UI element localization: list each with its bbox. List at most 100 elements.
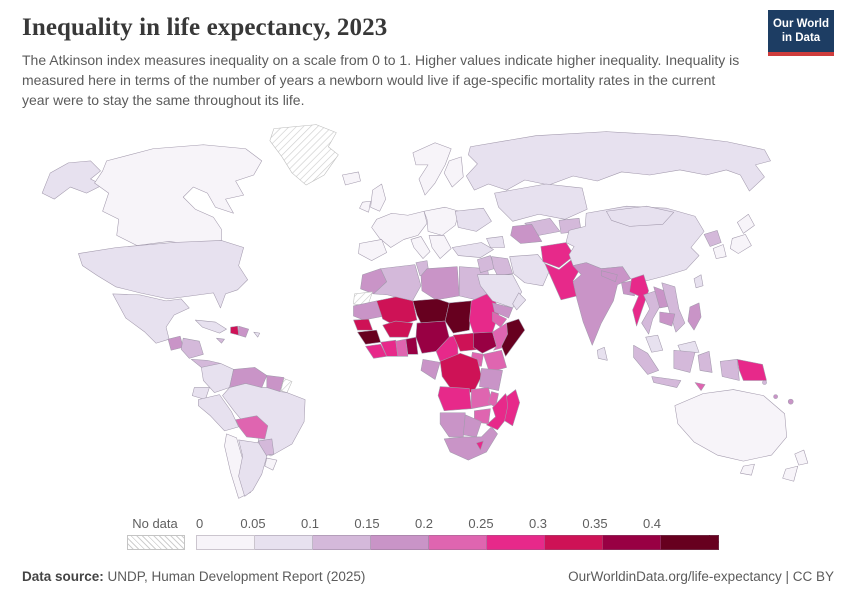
country-brazil[interactable] — [222, 383, 306, 457]
country-alaska[interactable] — [41, 160, 103, 200]
country-iran[interactable] — [509, 254, 551, 287]
country-sri-lanka[interactable] — [597, 346, 608, 361]
country-italy[interactable] — [410, 236, 431, 259]
legend-segment[interactable] — [545, 535, 603, 550]
country-burkina-faso[interactable] — [382, 320, 414, 338]
country-togo-benin[interactable] — [405, 336, 419, 355]
country-south-africa[interactable] — [443, 426, 498, 461]
country-caucasus[interactable] — [486, 236, 505, 248]
country-usa[interactable] — [78, 240, 248, 309]
country-scandinavia[interactable] — [412, 142, 452, 196]
country-sumatra[interactable] — [633, 344, 660, 375]
owid-logo[interactable]: Our World in Data — [768, 10, 834, 56]
country-mexico[interactable] — [112, 293, 190, 344]
country-greenland[interactable] — [269, 124, 339, 186]
country-mozambique[interactable] — [486, 393, 513, 431]
country-chad[interactable] — [444, 300, 472, 334]
country-argentina[interactable] — [238, 439, 268, 497]
country-vanuatu[interactable] — [773, 394, 778, 399]
country-uk[interactable] — [370, 183, 386, 212]
legend-segment[interactable] — [487, 535, 545, 550]
country-zimbabwe[interactable] — [474, 408, 491, 425]
country-cuba[interactable] — [195, 319, 227, 334]
country-lesotho[interactable] — [476, 440, 484, 451]
country-finland[interactable] — [443, 156, 464, 188]
country-iraq[interactable] — [491, 256, 513, 276]
country-australia[interactable] — [674, 389, 787, 462]
country-solomon-islands[interactable] — [762, 380, 767, 385]
country-ireland[interactable] — [359, 200, 371, 213]
country-afghanistan[interactable] — [540, 242, 575, 268]
country-sulawesi[interactable] — [697, 351, 713, 373]
country-java[interactable] — [651, 376, 682, 388]
country-haiti[interactable] — [230, 325, 239, 336]
country-madagascar[interactable] — [504, 389, 520, 427]
country-puerto-rico[interactable] — [253, 331, 261, 338]
footer-link[interactable]: OurWorldinData.org/life-expectancy | CC … — [568, 569, 834, 584]
country-bolivia[interactable] — [235, 415, 269, 440]
country-vietnam[interactable] — [661, 282, 686, 333]
legend-segment[interactable] — [313, 535, 371, 550]
country-dominican-republic[interactable] — [238, 325, 249, 338]
country-turkmenistan[interactable] — [510, 224, 543, 244]
country-senegal[interactable] — [353, 318, 373, 331]
legend-segment[interactable] — [603, 535, 661, 550]
country-turkey[interactable] — [451, 242, 494, 258]
country-zambia[interactable] — [471, 387, 493, 409]
country-kalimantan[interactable] — [673, 349, 696, 373]
country-libya[interactable] — [420, 266, 460, 301]
country-north-korea[interactable] — [703, 230, 722, 247]
country-balkans[interactable] — [428, 235, 452, 259]
country-india[interactable] — [572, 262, 631, 346]
country-japan-north[interactable] — [737, 213, 755, 234]
country-central-europe[interactable] — [423, 206, 460, 236]
country-tasmania[interactable] — [740, 463, 755, 476]
country-angola[interactable] — [437, 386, 472, 411]
country-philippines[interactable] — [687, 302, 702, 331]
country-russia[interactable] — [466, 131, 771, 192]
country-canada[interactable] — [94, 144, 263, 246]
country-south-sudan[interactable] — [473, 331, 497, 354]
country-drc[interactable] — [439, 353, 482, 393]
country-oman[interactable] — [512, 292, 527, 311]
country-ghana[interactable] — [395, 338, 409, 357]
country-kazakhstan[interactable] — [494, 183, 588, 222]
legend-segment[interactable] — [429, 535, 487, 550]
country-namibia[interactable] — [439, 412, 466, 438]
country-nepal[interactable] — [601, 270, 618, 283]
country-guatemala[interactable] — [167, 335, 184, 351]
country-ukraine[interactable] — [454, 207, 492, 232]
country-uruguay[interactable] — [264, 457, 278, 471]
country-cambodia[interactable] — [659, 311, 676, 327]
country-west-papua[interactable] — [719, 359, 740, 381]
country-myanmar[interactable] — [629, 274, 649, 327]
country-peru[interactable] — [198, 394, 239, 432]
country-honduras-nicaragua[interactable] — [180, 337, 204, 359]
country-timor-leste[interactable] — [694, 382, 706, 391]
country-niger[interactable] — [412, 298, 450, 324]
legend-segment[interactable] — [255, 535, 313, 550]
country-jamaica[interactable] — [216, 337, 225, 344]
country-guinea[interactable] — [357, 329, 381, 345]
country-mongolia[interactable] — [606, 205, 675, 227]
country-malaysia[interactable] — [645, 334, 664, 353]
country-yemen[interactable] — [492, 302, 513, 319]
legend-segment[interactable] — [196, 535, 255, 550]
legend-segment[interactable] — [371, 535, 429, 550]
country-tanzania[interactable] — [479, 368, 503, 391]
country-mali[interactable] — [376, 296, 418, 327]
country-south-korea[interactable] — [712, 244, 727, 259]
country-iceland[interactable] — [342, 171, 361, 186]
country-taiwan[interactable] — [693, 274, 704, 289]
country-new-zealand-south[interactable] — [782, 465, 799, 482]
country-cameroon[interactable] — [435, 334, 459, 362]
country-congo-gabon[interactable] — [420, 359, 441, 380]
legend-no-data-swatch[interactable] — [127, 535, 185, 550]
country-mauritania[interactable] — [353, 300, 385, 321]
country-somalia[interactable] — [501, 318, 526, 357]
country-iberia[interactable] — [358, 239, 387, 261]
country-west-europe[interactable] — [371, 210, 428, 248]
country-pakistan[interactable] — [544, 257, 584, 301]
country-papua-new-guinea[interactable] — [737, 359, 767, 381]
country-kenya[interactable] — [483, 349, 507, 373]
